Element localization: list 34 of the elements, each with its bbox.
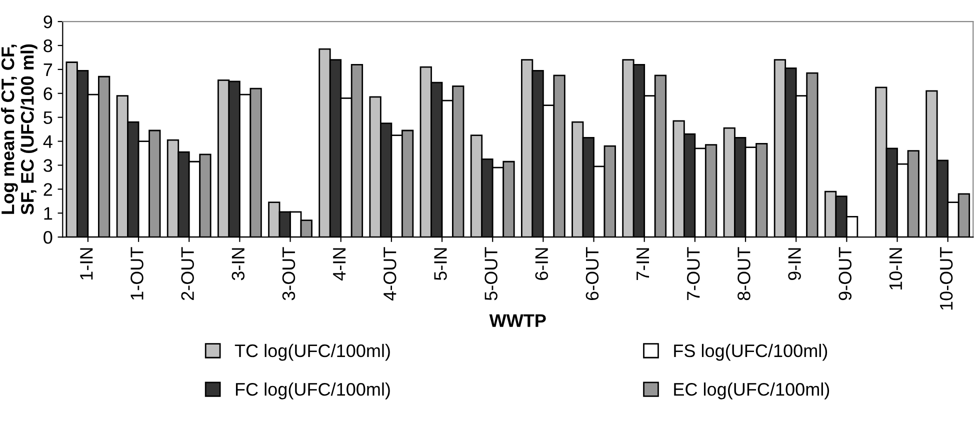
y-axis-title: Log mean of CT, CF, SF, EC (UFC/100 ml) [0, 44, 38, 215]
y-tick-label: 2 [44, 183, 52, 196]
y-tick-label: 7 [44, 64, 52, 76]
x-tick-label: 3-IN [232, 248, 245, 280]
y-tick-label: 9 [44, 15, 52, 28]
x-tick-label: 1-OUT [130, 247, 144, 300]
x-tick-label: 1-IN [80, 248, 93, 280]
x-tick-label: 4-IN [333, 248, 346, 280]
x-tick-label: 6-OUT [586, 247, 599, 300]
x-tick-label: 10-IN [889, 248, 902, 290]
legend-label: EC log(UFC/100ml) [674, 382, 830, 400]
x-tick-label: 3-OUT [282, 247, 296, 300]
x-tick-label: 6-IN [535, 248, 548, 280]
x-tick-label: 5-IN [434, 248, 447, 280]
legend-label: FS log(UFC/100ml) [674, 344, 828, 361]
y-tick-label: 1 [44, 207, 52, 220]
y-tick-label: 6 [44, 87, 52, 100]
y-tick-label: 0 [44, 230, 52, 244]
y-tick-label: 3 [44, 159, 52, 172]
x-tick-label: 9-OUT [838, 247, 852, 300]
y-tick-label: 5 [44, 111, 52, 124]
x-tick-label: 7-IN [636, 248, 650, 280]
x-tick-label: 7-OUT [686, 247, 700, 300]
legend-label: TC log(UFC/100ml) [234, 344, 390, 361]
x-tick-label: 10-OUT [940, 247, 953, 310]
y-tick-label: 8 [44, 39, 52, 52]
x-axis-title: WWTP [489, 314, 546, 327]
x-tick-label: 9-IN [788, 248, 801, 280]
x-tick-label: 4-OUT [384, 247, 396, 301]
x-tick-label: 8-OUT [738, 247, 750, 300]
legend-label: FC log(UFC/100ml) [236, 382, 390, 400]
y-tick-label: 4 [43, 135, 52, 148]
x-tick-label: 5-OUT [484, 247, 498, 300]
x-tick-label: 2-OUT [181, 247, 194, 300]
